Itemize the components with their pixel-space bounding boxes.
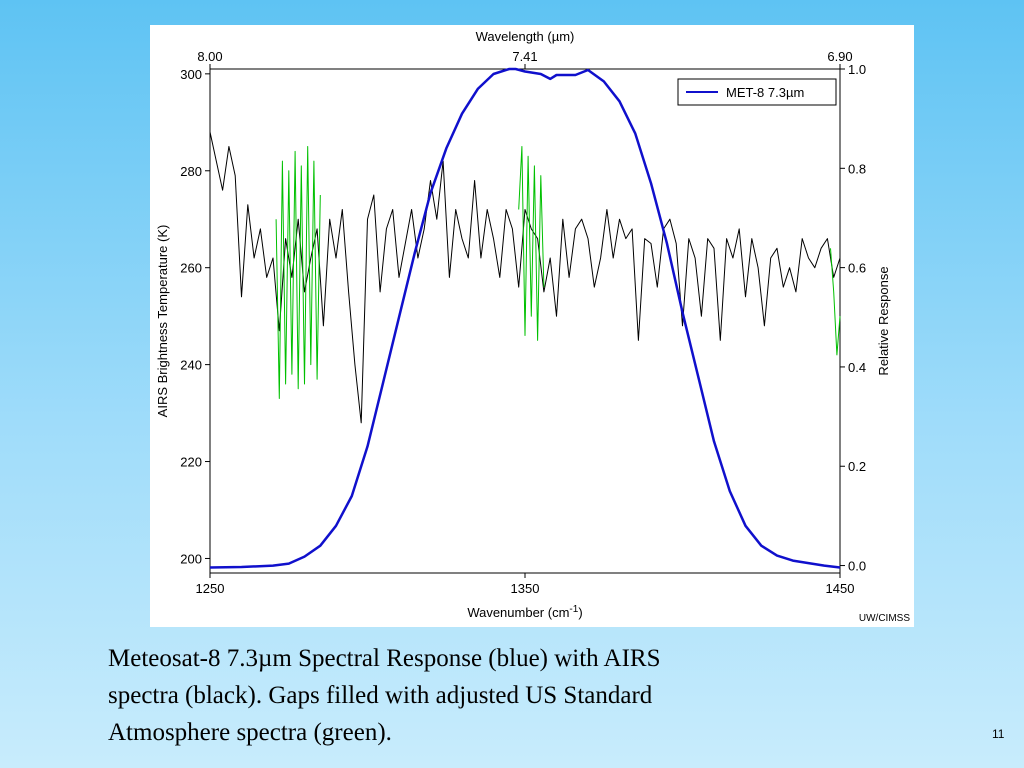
x-axis-title-sup: -1: [569, 604, 578, 615]
slide-caption: Meteosat-8 7.3µm Spectral Response (blue…: [108, 640, 908, 751]
legend-label: MET-8 7.3µm: [726, 85, 804, 100]
top-tick-label: 8.00: [197, 49, 222, 64]
x-axis-title-end: ): [578, 605, 582, 620]
x-axis-title: Wavenumber (cm-1): [467, 604, 582, 620]
y-left-tick-label: 220: [180, 455, 202, 470]
caption-line: spectra (black). Gaps filled with adjust…: [108, 682, 653, 709]
credit-label: UW/CIMSS: [859, 613, 910, 624]
legend: MET-8 7.3µm: [677, 78, 837, 106]
y-left-tick-label: 300: [180, 67, 202, 82]
y-right-tick-label: 0.4: [848, 360, 866, 375]
y-right-tick-label: 0.6: [848, 261, 866, 276]
y-left-tick-label: 260: [180, 261, 202, 276]
ticks-layer: 200 220 240 260 280 300 0.0 0.2 0.4 0.6 0.8 1.0 1250…: [180, 49, 866, 596]
top-axis-title: Wavelength (µm): [476, 29, 575, 44]
y-left-tick-label: 280: [180, 164, 202, 179]
us-standard-gap-line: [830, 248, 841, 356]
met8-response-line: [209, 67, 841, 569]
y-left-tick-label: 200: [180, 551, 202, 566]
y-right-tick-label: 0.2: [848, 459, 866, 474]
us-standard-gap-line: [518, 146, 545, 341]
x-tick-label: 1250: [196, 581, 225, 596]
x-tick-label: 1350: [511, 581, 540, 596]
top-tick-label: 7.41: [512, 49, 537, 64]
y-right-tick-label: 0.0: [848, 559, 866, 574]
top-tick-label: 6.90: [827, 49, 852, 64]
chart-figure: 200 220 240 260 280 300 0.0 0.2 0.4 0.6 0.8 1.0 1250…: [150, 25, 914, 627]
y-left-tick-label: 240: [180, 358, 202, 373]
y-right-tick-label: 1.0: [848, 62, 866, 77]
slide-number: 11: [992, 727, 1005, 741]
caption-line: Atmosphere spectra (green).: [108, 719, 392, 746]
series-layer: [209, 67, 841, 569]
y-axis-right-title: Relative Response: [876, 266, 891, 375]
caption-line: Meteosat-8 7.3µm Spectral Response (blue…: [108, 645, 661, 672]
x-axis-title-text: Wavenumber (cm: [467, 605, 569, 620]
x-tick-label: 1450: [826, 581, 855, 596]
y-right-tick-label: 0.8: [848, 161, 866, 176]
y-axis-left-title: AIRS Brightness Temperature (K): [155, 225, 170, 418]
chart-svg: 200 220 240 260 280 300 0.0 0.2 0.4 0.6 0.8 1.0 1250…: [155, 29, 910, 624]
us-standard-gap-line: [275, 146, 321, 399]
